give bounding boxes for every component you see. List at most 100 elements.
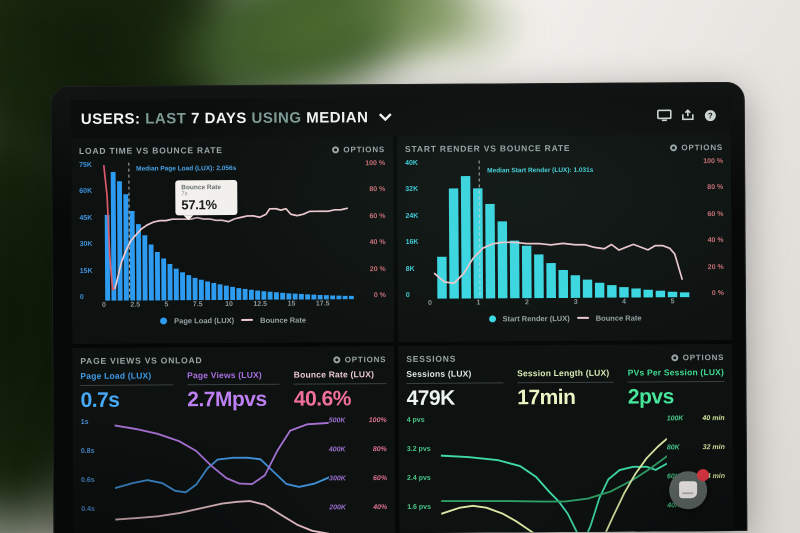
y-tick: 60 % bbox=[369, 212, 386, 220]
share-icon[interactable] bbox=[681, 109, 695, 121]
y-tick: 3.2 pvs bbox=[406, 445, 431, 453]
metrics-row: Page Load (LUX) 0.7s Page Views (LUX) 2.… bbox=[80, 369, 387, 413]
legend-line-icon bbox=[576, 316, 589, 319]
options-button[interactable]: OPTIONS bbox=[333, 355, 386, 364]
y-tick: 80% bbox=[372, 446, 387, 454]
options-button[interactable]: OPTIONS bbox=[670, 143, 723, 152]
metric-label: Bounce Rate (LUX) bbox=[293, 369, 387, 385]
svg-text:?: ? bbox=[708, 111, 713, 120]
sessions-chart[interactable] bbox=[440, 413, 668, 533]
y-axis-right: 500K 100% 400K 80% 300K 60% 200K 40% bbox=[329, 415, 388, 511]
metric-bounce-rate[interactable]: Bounce Rate (LUX) 40.6% bbox=[293, 369, 387, 412]
y-tick: 0 % bbox=[373, 292, 386, 300]
metric-label: PVs Per Session (LUX) bbox=[627, 367, 725, 383]
x-tick: 12.5 bbox=[253, 300, 268, 308]
metric-page-views[interactable]: Page Views (LUX) 2.7Mpvs bbox=[187, 369, 280, 413]
metric-sessions[interactable]: Sessions (LUX) 479K bbox=[406, 368, 504, 411]
y-tick: 45K bbox=[79, 214, 93, 222]
y-tick: 60% bbox=[373, 475, 388, 483]
y-tick: 40 % bbox=[369, 239, 386, 247]
start-render-chart[interactable]: Median Start Render (LUX): 1.031s bbox=[429, 157, 692, 299]
metric-session-length[interactable]: Session Length (LUX) 17min bbox=[517, 367, 614, 411]
metric-value: 2.7Mpvs bbox=[187, 387, 267, 412]
median-annotation: Median Page Load (LUX): 2.056s bbox=[136, 164, 237, 173]
legend-line-icon bbox=[241, 318, 254, 321]
y-tick: 60K bbox=[79, 188, 93, 196]
metric-label: Page Views (LUX) bbox=[187, 369, 280, 386]
y-axis-left: 1s 0.8s 0.6s 0.4s bbox=[81, 417, 116, 513]
app-header: USERS: LAST 7 DAYS USING MEDIAN bbox=[70, 95, 731, 139]
y-tick: 40 min bbox=[702, 415, 725, 423]
metric-value: 479K bbox=[406, 386, 455, 410]
y-tick: 0.4s bbox=[81, 505, 95, 513]
x-axis: 0 1 2 3 4 5 bbox=[428, 298, 692, 311]
y-tick: 0.8s bbox=[80, 447, 95, 455]
help-icon[interactable]: ? bbox=[704, 109, 717, 122]
metric-pvs-per-session[interactable]: PVs Per Session (LUX) 2pvs bbox=[627, 367, 725, 410]
y-tick: 8K bbox=[405, 265, 415, 273]
options-button[interactable]: OPTIONS bbox=[671, 353, 724, 362]
y-tick: 40% bbox=[373, 504, 388, 512]
title-last: LAST bbox=[145, 110, 187, 128]
y-tick: 30K bbox=[79, 241, 93, 249]
title-range: 7 DAYS bbox=[190, 109, 247, 128]
median-annotation: Median Start Render (LUX): 1.031s bbox=[487, 166, 594, 175]
tooltip-value: 57.1% bbox=[181, 197, 217, 213]
gear-icon bbox=[670, 143, 678, 151]
gear-icon bbox=[333, 355, 341, 363]
legend-dot-icon bbox=[160, 316, 168, 324]
panel-title: SESSIONS bbox=[406, 353, 457, 364]
metric-page-load[interactable]: Page Load (LUX) 0.7s bbox=[80, 370, 174, 413]
y-tick: 32 min bbox=[702, 444, 725, 452]
tooltip: Bounce Rate 7s 57.1% bbox=[175, 179, 238, 216]
y-tick: 16K bbox=[405, 239, 419, 247]
title-users: USERS: bbox=[80, 110, 141, 128]
dashboard-grid: LOAD TIME VS BOUNCE RATE OPTIONS 75K 60K… bbox=[70, 133, 734, 533]
y-axis-right: 100 % 80 % 60 % 40 % 20 % 0 % bbox=[353, 159, 386, 299]
legend-label: Bounce Rate bbox=[260, 315, 307, 325]
options-button[interactable]: OPTIONS bbox=[332, 145, 385, 154]
metric-value: 0.7s bbox=[80, 388, 120, 412]
page-views-onload-chart[interactable] bbox=[114, 415, 330, 533]
y-tick: 500K bbox=[328, 417, 346, 425]
y-tick: 0 bbox=[79, 293, 84, 301]
y-tick: 0.6s bbox=[81, 476, 95, 484]
x-tick: 1 bbox=[476, 299, 481, 307]
metric-label: Sessions (LUX) bbox=[406, 368, 504, 384]
x-tick: 5 bbox=[164, 301, 169, 309]
y-tick: 4 pvs bbox=[406, 416, 425, 424]
panel-header: SESSIONS OPTIONS bbox=[406, 349, 724, 367]
y-axis-left: 75K 60K 45K 30K 15K 0 bbox=[79, 161, 104, 301]
metric-value: 17min bbox=[517, 385, 576, 410]
x-tick: 2 bbox=[524, 299, 529, 307]
metrics-row: Sessions (LUX) 479K Session Length (LUX)… bbox=[406, 367, 725, 411]
panel-title: LOAD TIME VS BOUNCE RATE bbox=[79, 145, 223, 156]
panel-start-render-vs-bounce-rate: START RENDER VS BOUNCE RATE OPTIONS 40K … bbox=[396, 133, 733, 343]
x-tick: 2.5 bbox=[130, 301, 141, 309]
legend-label: Bounce Rate bbox=[595, 313, 642, 323]
y-tick: 2.4 pvs bbox=[407, 474, 431, 482]
monitor-icon[interactable] bbox=[657, 109, 672, 122]
legend: Start Render (LUX) Bounce Rate bbox=[406, 309, 724, 327]
x-tick: 7.5 bbox=[192, 301, 203, 309]
legend-dot-icon bbox=[488, 314, 496, 322]
metric-label: Session Length (LUX) bbox=[517, 367, 614, 384]
y-tick: 80K bbox=[666, 444, 680, 452]
y-tick: 100K bbox=[666, 415, 684, 423]
page-title[interactable]: USERS: LAST 7 DAYS USING MEDIAN bbox=[81, 108, 392, 128]
y-tick: 300K bbox=[329, 475, 346, 483]
y-tick: 80 % bbox=[369, 186, 386, 194]
y-tick: 40K bbox=[405, 159, 418, 167]
y-tick: 1.6 pvs bbox=[407, 503, 431, 511]
dashboard-screen: USERS: LAST 7 DAYS USING MEDIAN bbox=[70, 95, 734, 533]
panel-header: LOAD TIME VS BOUNCE RATE OPTIONS bbox=[79, 141, 385, 159]
y-tick: 100% bbox=[368, 417, 387, 425]
chat-widget-button[interactable] bbox=[668, 469, 710, 510]
y-tick: 15K bbox=[79, 267, 93, 275]
y-tick: 20 % bbox=[369, 265, 386, 273]
chat-note-icon bbox=[679, 481, 698, 499]
title-metric: MEDIAN bbox=[306, 109, 369, 127]
load-time-chart[interactable]: Median Page Load (LUX): 2.056s Bounce Ra… bbox=[103, 159, 354, 301]
metric-label: Page Load (LUX) bbox=[80, 370, 174, 386]
